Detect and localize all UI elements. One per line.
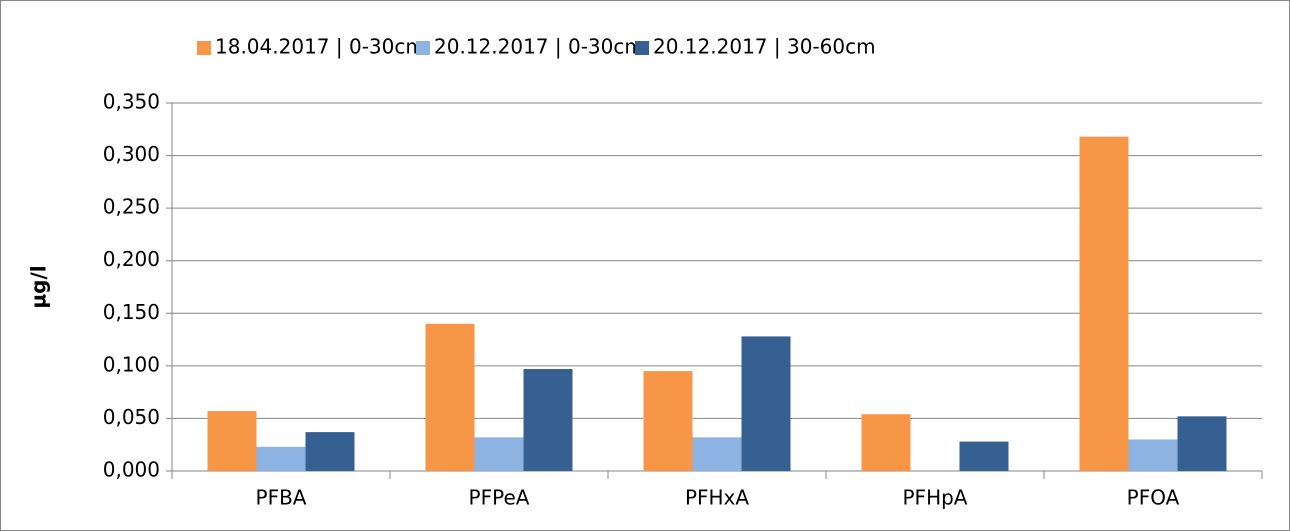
legend-label: 18.04.2017 | 0-30cm xyxy=(215,35,425,59)
bar xyxy=(1177,416,1227,471)
y-tick-label: 0,050 xyxy=(103,405,160,429)
bar xyxy=(1079,136,1129,471)
bar xyxy=(474,437,524,471)
legend-swatch xyxy=(635,41,649,55)
y-tick-label: 0,150 xyxy=(103,300,160,324)
bar xyxy=(256,446,306,471)
bar xyxy=(1128,439,1178,471)
y-tick-label: 0,000 xyxy=(103,458,160,482)
legend-swatch xyxy=(416,41,430,55)
x-tick-label: PFOA xyxy=(1127,486,1180,510)
y-tick-label: 0,200 xyxy=(103,247,160,271)
bar xyxy=(643,371,693,471)
bar xyxy=(692,437,742,471)
y-axis-label: µg/l xyxy=(27,265,51,308)
x-tick-label: PFHpA xyxy=(903,486,968,510)
x-tick-label: PFBA xyxy=(256,486,307,510)
bar xyxy=(959,441,1009,471)
x-tick-label: PFHxA xyxy=(685,486,749,510)
legend-label: 20.12.2017 | 0-30cm xyxy=(434,35,644,59)
y-tick-label: 0,350 xyxy=(103,90,160,114)
bar xyxy=(523,369,573,471)
bar xyxy=(425,323,475,471)
x-tick-label: PFPeA xyxy=(469,486,530,510)
legend-swatch xyxy=(197,41,211,55)
bar xyxy=(861,414,911,471)
bar xyxy=(305,432,355,471)
y-tick-label: 0,100 xyxy=(103,352,160,376)
y-tick-label: 0,250 xyxy=(103,195,160,219)
y-tick-label: 0,300 xyxy=(103,142,160,166)
bar xyxy=(207,411,257,471)
bar xyxy=(741,336,791,471)
legend-label: 20.12.2017 | 30-60cm xyxy=(653,35,876,59)
